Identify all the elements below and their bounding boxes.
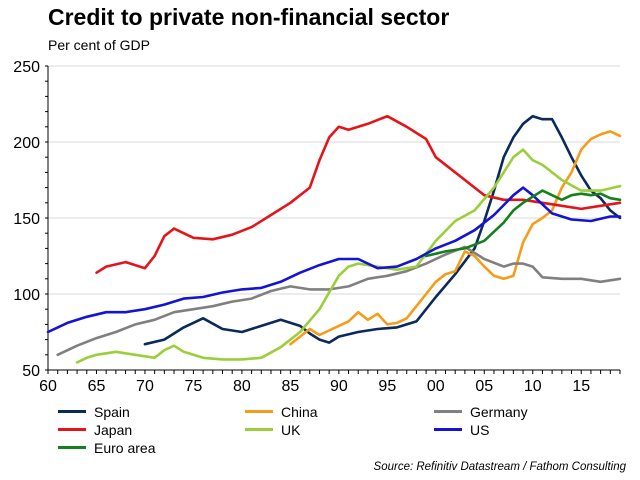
legend-swatch (245, 427, 273, 431)
x-tick-label: 00 (427, 378, 445, 395)
series-line-us (46, 186, 622, 334)
x-tick-label: 85 (281, 378, 299, 395)
legend: Spain China Germany Japan UK US Euro area (58, 404, 618, 458)
legend-swatch (434, 409, 462, 413)
x-tick-label: 80 (233, 378, 251, 395)
chart-title: Credit to private non-financial sector (48, 4, 450, 30)
legend-label: US (470, 422, 490, 438)
x-tick-label: 95 (378, 378, 396, 395)
legend-label: Germany (470, 404, 528, 420)
axes (45, 65, 621, 374)
series-line-china (289, 130, 622, 346)
legend-label: UK (281, 422, 301, 438)
legend-item-uk: UK (245, 422, 300, 440)
legend-item-spain: Spain (58, 404, 130, 422)
gridlines (48, 65, 620, 295)
legend-label: Japan (94, 422, 133, 438)
legend-swatch (58, 409, 86, 413)
legend-label: Spain (94, 404, 130, 420)
y-tick-label: 150 (13, 211, 40, 228)
x-tick-label: 90 (330, 378, 348, 395)
y-tick-label: 200 (13, 135, 40, 152)
series-line-spain (143, 114, 622, 346)
series-line-germany (56, 245, 622, 357)
x-tick-label: 15 (572, 378, 590, 395)
legend-swatch (58, 427, 86, 431)
y-tick-label: 100 (13, 287, 40, 304)
legend-item-germany: Germany (434, 404, 528, 422)
x-tick-label: 70 (136, 378, 154, 395)
legend-item-euro-area: Euro area (58, 440, 155, 458)
x-tick-label: 65 (88, 378, 106, 395)
legend-item-china: China (245, 404, 318, 422)
series-lines (46, 114, 622, 364)
legend-label: Euro area (94, 440, 156, 456)
legend-swatch (245, 409, 273, 413)
legend-label: China (281, 404, 318, 420)
y-tick-label: 50 (22, 363, 40, 380)
x-tick-label: 10 (524, 378, 542, 395)
x-tick-label: 05 (475, 378, 493, 395)
series-line-euro-area (424, 189, 622, 258)
y-tick-label: 250 (13, 59, 40, 76)
source-note: Source: Refinitiv Datastream / Fathom Co… (373, 461, 626, 473)
legend-swatch (58, 445, 86, 449)
legend-item-us: US (434, 422, 489, 440)
tick-labels: 50 100 150 200 250 60 65 70 75 80 85 90 95 00 05 10 15 (13, 59, 590, 395)
legend-swatch (434, 427, 462, 431)
x-tick-label: 75 (185, 378, 203, 395)
legend-item-japan: Japan (58, 422, 132, 440)
y-unit-label: Per cent of GDP (48, 37, 150, 53)
series-line-japan (95, 114, 622, 275)
series-line-uk (75, 148, 622, 364)
line-chart: 50 100 150 200 250 60 65 70 75 80 85 90 95 00 05 10 15 (13, 59, 622, 395)
x-tick-label: 60 (39, 378, 57, 395)
